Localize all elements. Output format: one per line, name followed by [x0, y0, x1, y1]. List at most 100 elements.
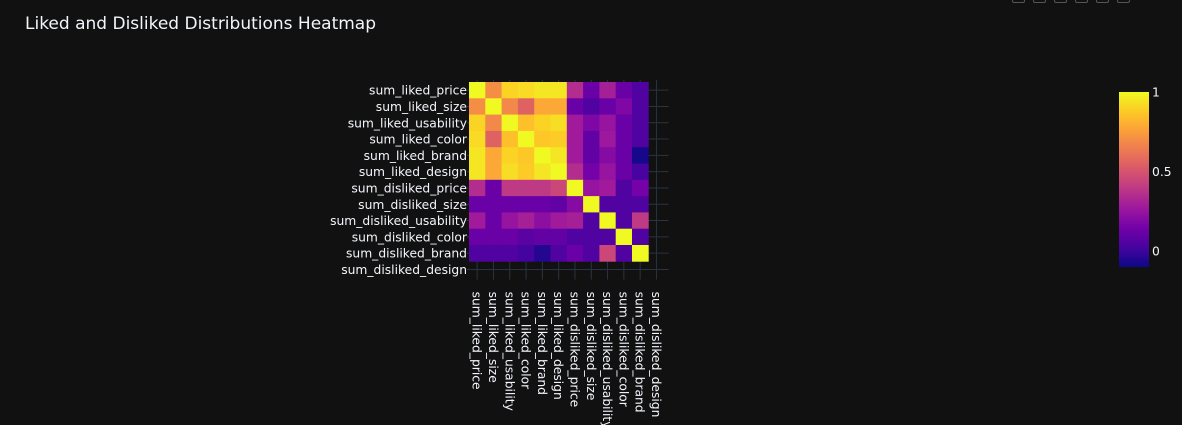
heatmap-cell[interactable]: [615, 82, 633, 99]
heatmap-cell[interactable]: [566, 228, 584, 246]
heatmap-cell[interactable]: [615, 179, 633, 197]
heatmap-cell[interactable]: [485, 228, 502, 246]
heatmap-cell[interactable]: [517, 163, 535, 181]
heatmap-cell[interactable]: [550, 98, 568, 115]
heatmap-cell[interactable]: [599, 212, 617, 230]
heatmap-cell[interactable]: [615, 147, 633, 164]
pan-icon[interactable]: [1054, 0, 1067, 3]
heatmap-cell[interactable]: [501, 245, 519, 262]
heatmap-cell[interactable]: [632, 163, 649, 181]
heatmap-cell[interactable]: [501, 212, 519, 230]
heatmap-cell[interactable]: [469, 114, 486, 132]
heatmap-cell[interactable]: [599, 196, 617, 213]
heatmap-cell[interactable]: [583, 228, 600, 246]
heatmap-cell[interactable]: [501, 98, 519, 115]
zoom-in-icon[interactable]: [1075, 0, 1088, 3]
heatmap-cell[interactable]: [534, 179, 551, 197]
heatmap-cell[interactable]: [632, 212, 649, 230]
heatmap-cell[interactable]: [599, 179, 617, 197]
heatmap-cell[interactable]: [550, 212, 568, 230]
heatmap-cell[interactable]: [632, 147, 649, 164]
heatmap-cell[interactable]: [517, 196, 535, 213]
heatmap-cell[interactable]: [566, 82, 584, 99]
heatmap-cell[interactable]: [583, 212, 600, 230]
heatmap-cell[interactable]: [534, 114, 551, 132]
heatmap-cell[interactable]: [517, 82, 535, 99]
heatmap-cell[interactable]: [550, 114, 568, 132]
reset-axes-icon[interactable]: [1117, 0, 1130, 3]
heatmap-cell[interactable]: [485, 147, 502, 164]
heatmap-cell[interactable]: [485, 179, 502, 197]
heatmap-cell[interactable]: [485, 114, 502, 132]
heatmap-cell[interactable]: [517, 98, 535, 115]
heatmap-cell[interactable]: [550, 82, 568, 99]
heatmap-cell[interactable]: [615, 163, 633, 181]
heatmap-cell[interactable]: [632, 114, 649, 132]
heatmap-cell[interactable]: [566, 212, 584, 230]
heatmap-cell[interactable]: [485, 130, 502, 148]
heatmap-cell[interactable]: [583, 245, 600, 262]
heatmap-cell[interactable]: [566, 130, 584, 148]
heatmap-cell[interactable]: [517, 130, 535, 148]
chart-modebar[interactable]: [1012, 0, 1130, 3]
heatmap-cell[interactable]: [632, 196, 649, 213]
heatmap-cell[interactable]: [485, 245, 502, 262]
heatmap-cell[interactable]: [550, 228, 568, 246]
heatmap-cell[interactable]: [501, 82, 519, 99]
heatmap-cell[interactable]: [599, 98, 617, 115]
download-icon[interactable]: [1012, 0, 1025, 3]
heatmap-cell[interactable]: [615, 98, 633, 115]
heatmap-cell[interactable]: [534, 98, 551, 115]
heatmap-cell[interactable]: [566, 245, 584, 262]
heatmap-cell[interactable]: [501, 147, 519, 164]
zoom-icon[interactable]: [1033, 0, 1046, 3]
heatmap-cell[interactable]: [469, 179, 486, 197]
heatmap-cell[interactable]: [550, 130, 568, 148]
heatmap-cell[interactable]: [632, 130, 649, 148]
heatmap-cell[interactable]: [469, 212, 486, 230]
heatmap-cell[interactable]: [550, 163, 568, 181]
heatmap-cell[interactable]: [599, 228, 617, 246]
heatmap-cell[interactable]: [632, 179, 649, 197]
heatmap-cell[interactable]: [501, 130, 519, 148]
heatmap-cell[interactable]: [517, 179, 535, 197]
heatmap-cell[interactable]: [469, 98, 486, 115]
heatmap-cell[interactable]: [599, 114, 617, 132]
heatmap-cell[interactable]: [599, 82, 617, 99]
heatmap-cell[interactable]: [485, 98, 502, 115]
heatmap-cell[interactable]: [615, 196, 633, 213]
heatmap-cell[interactable]: [550, 245, 568, 262]
heatmap-cell[interactable]: [615, 245, 633, 262]
heatmap-cell[interactable]: [583, 130, 600, 148]
heatmap-cell[interactable]: [469, 82, 486, 99]
heatmap-cell[interactable]: [583, 196, 600, 213]
heatmap-cell[interactable]: [485, 212, 502, 230]
heatmap-cell[interactable]: [566, 179, 584, 197]
heatmap-cell[interactable]: [583, 82, 600, 99]
heatmap-cell[interactable]: [534, 82, 551, 99]
heatmap-cell[interactable]: [599, 245, 617, 262]
heatmap-cell[interactable]: [469, 245, 486, 262]
zoom-out-icon[interactable]: [1096, 0, 1109, 3]
heatmap-cell[interactable]: [469, 163, 486, 181]
heatmap-cell[interactable]: [550, 179, 568, 197]
heatmap-cell[interactable]: [517, 212, 535, 230]
heatmap-cell[interactable]: [534, 245, 551, 262]
heatmap-cell[interactable]: [550, 147, 568, 164]
heatmap-cell[interactable]: [534, 228, 551, 246]
heatmap-cell[interactable]: [599, 147, 617, 164]
heatmap-cell[interactable]: [632, 98, 649, 115]
heatmap-cell[interactable]: [615, 212, 633, 230]
heatmap-cell[interactable]: [632, 82, 649, 99]
heatmap-cell[interactable]: [583, 114, 600, 132]
heatmap-cell[interactable]: [615, 228, 633, 246]
heatmap-cell[interactable]: [485, 163, 502, 181]
heatmap-cell[interactable]: [632, 245, 649, 262]
heatmap-cell[interactable]: [632, 228, 649, 246]
heatmap-cell[interactable]: [599, 130, 617, 148]
heatmap-cell[interactable]: [615, 130, 633, 148]
heatmap-cell[interactable]: [501, 228, 519, 246]
heatmap-cell[interactable]: [534, 163, 551, 181]
heatmap-cell[interactable]: [566, 114, 584, 132]
heatmap-cell[interactable]: [501, 196, 519, 213]
